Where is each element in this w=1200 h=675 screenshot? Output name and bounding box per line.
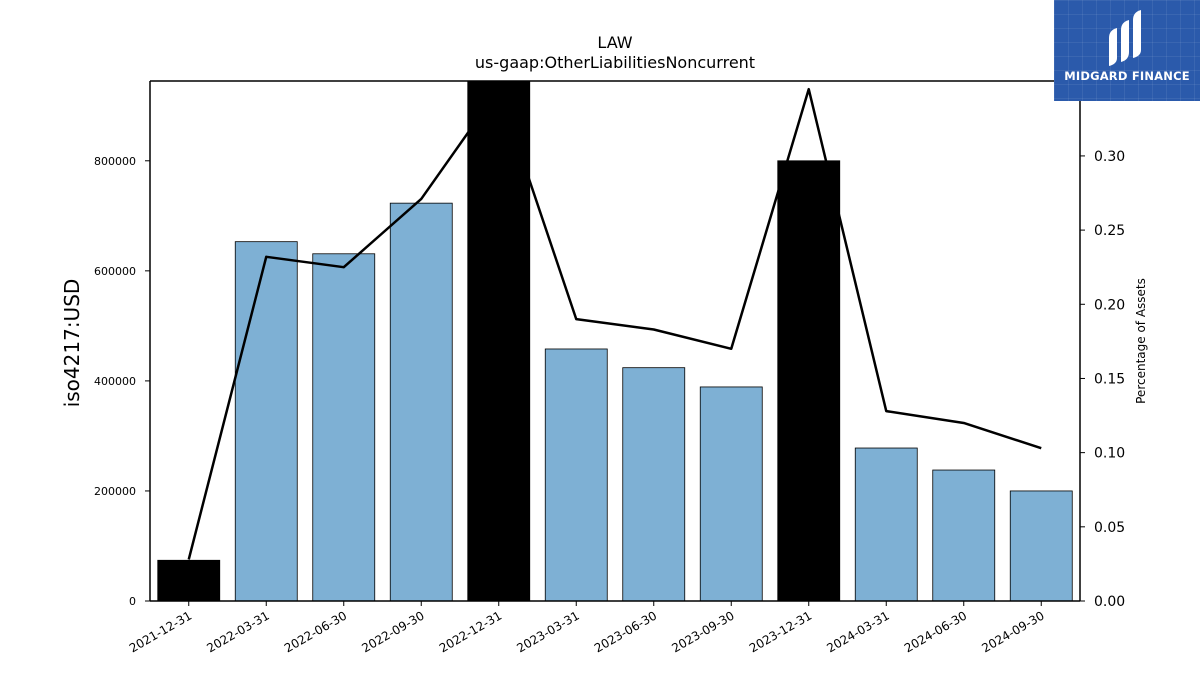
brand-mark-icon [1109,10,1141,66]
bar-2023-12-31 [777,160,841,602]
x-tick-label: 2024-03-31 [824,608,891,655]
chart-subtitle: us-gaap:OtherLiabilitiesNoncurrent [475,53,755,72]
bars-group [157,80,1073,602]
y2-tick-label: 0.10 [1094,446,1125,462]
x-tick-label: 2022-12-31 [437,608,504,655]
line-group [187,87,1042,560]
y2-axis-label: Percentage of Assets [1134,278,1148,404]
bar-2022-03-31 [234,241,298,602]
y2-tick-label: 0.30 [1094,149,1125,165]
y-tick-label: 0 [129,595,136,608]
x-tick-label: 2021-12-31 [127,608,194,655]
bar-2021-12-31 [157,559,221,602]
bar-2022-06-30 [312,253,376,602]
x-tick-label: 2023-12-31 [747,608,814,655]
chart-title: LAW [597,33,632,52]
x-tick-label: 2022-03-31 [204,608,271,655]
bar-2022-09-30 [389,202,453,602]
y-axis-label: iso4217:USD [60,279,84,408]
y2-tick-label: 0.00 [1094,594,1125,610]
x-tick-label: 2023-06-30 [592,608,659,655]
bar-2023-06-30 [622,367,686,602]
y2-tick-label: 0.05 [1094,520,1125,536]
y-tick-label: 600000 [94,265,136,278]
x-tick-label: 2023-03-31 [514,608,581,655]
y-tick-label: 400000 [94,375,136,388]
y-tick-label: 800000 [94,155,136,168]
bar-2023-03-31 [544,348,608,602]
percentage-line [187,87,1042,560]
brand-logo-text: MIDGARD FINANCE [1064,69,1190,83]
bar-2024-06-30 [932,469,996,602]
x-tick-label: 2022-09-30 [359,608,426,655]
y-tick-label: 200000 [94,485,136,498]
x-tick-label: 2023-09-30 [669,608,736,655]
x-tick-label: 2024-09-30 [979,608,1046,655]
brand-logo: MIDGARD FINANCE [1054,0,1200,101]
x-tick-label: 2022-06-30 [282,608,349,655]
bar-2024-09-30 [1009,490,1073,602]
y2-tick-label: 0.15 [1094,371,1125,387]
bar-2022-12-31 [467,80,531,602]
y2-tick-label: 0.25 [1094,223,1125,239]
bar-2024-03-31 [854,447,918,602]
bar-2023-09-30 [699,386,763,602]
x-tick-label: 2024-06-30 [902,608,969,655]
y2-tick-label: 0.20 [1094,297,1125,313]
